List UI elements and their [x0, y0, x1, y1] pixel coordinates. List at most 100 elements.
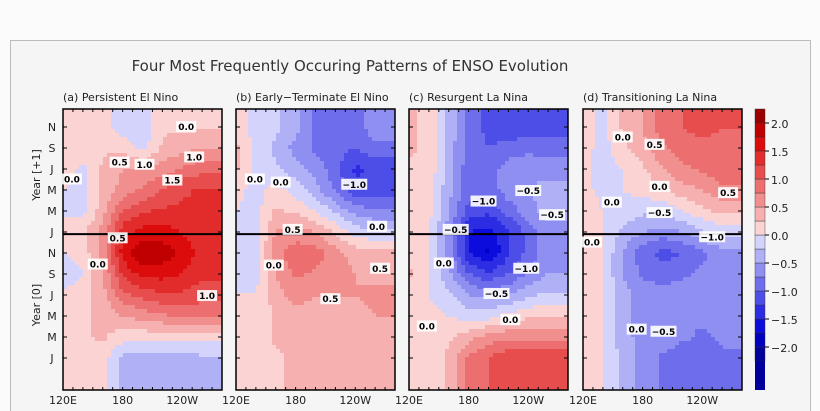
heatmap-cell [264, 221, 268, 225]
heatmap-cell [155, 345, 159, 349]
heatmap-cell [356, 137, 360, 141]
heatmap-cell [67, 321, 71, 325]
heatmap-cell [151, 345, 155, 349]
heatmap-cell [203, 165, 207, 169]
heatmap-cell [292, 213, 296, 217]
heatmap-cell [163, 153, 167, 157]
heatmap-cell [288, 169, 292, 173]
heatmap-cell [248, 113, 252, 117]
heatmap-cell [276, 209, 280, 213]
heatmap-cell [288, 257, 292, 261]
heatmap-cell [71, 141, 75, 145]
heatmap-cell [159, 113, 163, 117]
heatmap-cell [155, 137, 159, 141]
heatmap-cell [107, 249, 111, 253]
heatmap-cell [183, 209, 187, 213]
heatmap-cell [147, 257, 151, 261]
heatmap-cell [67, 209, 71, 213]
heatmap-cell [376, 305, 380, 309]
heatmap-cell [340, 305, 344, 309]
heatmap-cell [99, 309, 103, 313]
heatmap-cell [175, 357, 179, 361]
heatmap-cell [187, 269, 191, 273]
heatmap-cell [324, 157, 328, 161]
heatmap-cell [155, 149, 159, 153]
heatmap-cell [127, 265, 131, 269]
heatmap-cell [67, 329, 71, 333]
heatmap-cell [372, 309, 376, 313]
heatmap-cell [312, 117, 316, 121]
heatmap-cell [388, 181, 392, 185]
heatmap-cell [344, 141, 348, 145]
heatmap-cell [260, 193, 264, 197]
heatmap-cell [364, 265, 368, 269]
heatmap-cell [195, 245, 199, 249]
heatmap-cell [143, 261, 147, 265]
heatmap-cell [316, 129, 320, 133]
heatmap-cell [79, 217, 83, 221]
heatmap-cell [215, 185, 219, 189]
heatmap-cell [127, 273, 131, 277]
heatmap-cell [159, 281, 163, 285]
heatmap-cell [111, 293, 115, 297]
heatmap-cell [264, 309, 268, 313]
heatmap-cell [268, 241, 272, 245]
heatmap-cell [296, 213, 300, 217]
heatmap-cell [215, 149, 219, 153]
heatmap-cell [167, 225, 171, 229]
heatmap-cell [264, 249, 268, 253]
heatmap-cell [211, 221, 215, 225]
heatmap-cell [356, 141, 360, 145]
heatmap-cell [171, 161, 175, 165]
heatmap-cell [151, 125, 155, 129]
heatmap-cell [135, 273, 139, 277]
heatmap-cell [103, 125, 107, 129]
heatmap-cell [280, 129, 284, 133]
heatmap-cell [147, 333, 151, 337]
heatmap-cell [79, 329, 83, 333]
heatmap-cell [163, 125, 167, 129]
heatmap-cell [139, 217, 143, 221]
heatmap-cell [127, 285, 131, 289]
heatmap-cell [131, 309, 135, 313]
heatmap-cell [79, 141, 83, 145]
heatmap-cell [320, 281, 324, 285]
heatmap-cell [368, 297, 372, 301]
heatmap-cell [260, 117, 264, 121]
heatmap-cell [79, 365, 83, 369]
heatmap-cell [304, 245, 308, 249]
heatmap-cell [155, 145, 159, 149]
heatmap-cell [256, 145, 260, 149]
heatmap-cell [207, 181, 211, 185]
heatmap-cell [143, 281, 147, 285]
heatmap-cell [280, 245, 284, 249]
heatmap-cell [324, 217, 328, 221]
heatmap-cell [308, 293, 312, 297]
heatmap-cell [103, 321, 107, 325]
heatmap-cell [175, 345, 179, 349]
heatmap-cell [304, 313, 308, 317]
heatmap-cell [123, 297, 127, 301]
heatmap-cell [139, 277, 143, 281]
heatmap-cell [300, 209, 304, 213]
heatmap-cell [207, 221, 211, 225]
heatmap-cell [99, 285, 103, 289]
heatmap-cell [75, 197, 79, 201]
heatmap-cell [159, 301, 163, 305]
heatmap-cell [127, 381, 131, 385]
heatmap-cell [308, 185, 312, 189]
heatmap-cell [300, 149, 304, 153]
heatmap-cell [143, 125, 147, 129]
heatmap-cell [167, 305, 171, 309]
heatmap-cell [288, 189, 292, 193]
heatmap-cell [171, 297, 175, 301]
heatmap-cell [296, 121, 300, 125]
heatmap-cell [292, 141, 296, 145]
heatmap-cell [244, 241, 248, 245]
heatmap-cell [111, 333, 115, 337]
heatmap-cell [115, 173, 119, 177]
heatmap-cell [87, 217, 91, 221]
heatmap-cell [67, 325, 71, 329]
heatmap-cell [171, 213, 175, 217]
heatmap-cell [384, 277, 388, 281]
